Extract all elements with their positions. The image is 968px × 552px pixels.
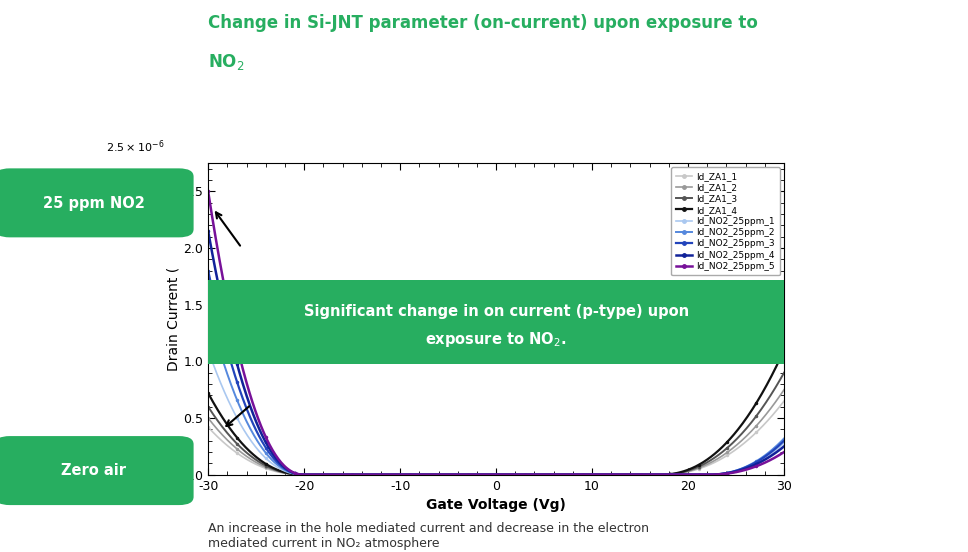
- Text: Change in Si-JNT parameter (on-current) upon exposure to: Change in Si-JNT parameter (on-current) …: [208, 14, 758, 32]
- Legend: Id_ZA1_1, Id_ZA1_2, Id_ZA1_3, Id_ZA1_4, Id_NO2_25ppm_1, Id_NO2_25ppm_2, Id_NO2_2: Id_ZA1_1, Id_ZA1_2, Id_ZA1_3, Id_ZA1_4, …: [671, 167, 779, 275]
- Text: $2.5\times10^{-6}$: $2.5\times10^{-6}$: [106, 139, 165, 155]
- Text: Significant change in on current (p-type) upon: Significant change in on current (p-type…: [304, 304, 688, 319]
- Text: exposure to NO$_2$.: exposure to NO$_2$.: [426, 330, 566, 349]
- Bar: [208, 280, 784, 364]
- Text: Zero air: Zero air: [61, 463, 127, 479]
- Text: An increase in the hole mediated current and decrease in the electron
mediated c: An increase in the hole mediated current…: [208, 522, 650, 550]
- X-axis label: Gate Voltage (Vg): Gate Voltage (Vg): [426, 498, 566, 512]
- Y-axis label: Drain Current (: Drain Current (: [166, 267, 180, 371]
- Text: 25 ppm NO2: 25 ppm NO2: [43, 195, 145, 211]
- Text: NO$_2$: NO$_2$: [208, 52, 245, 72]
